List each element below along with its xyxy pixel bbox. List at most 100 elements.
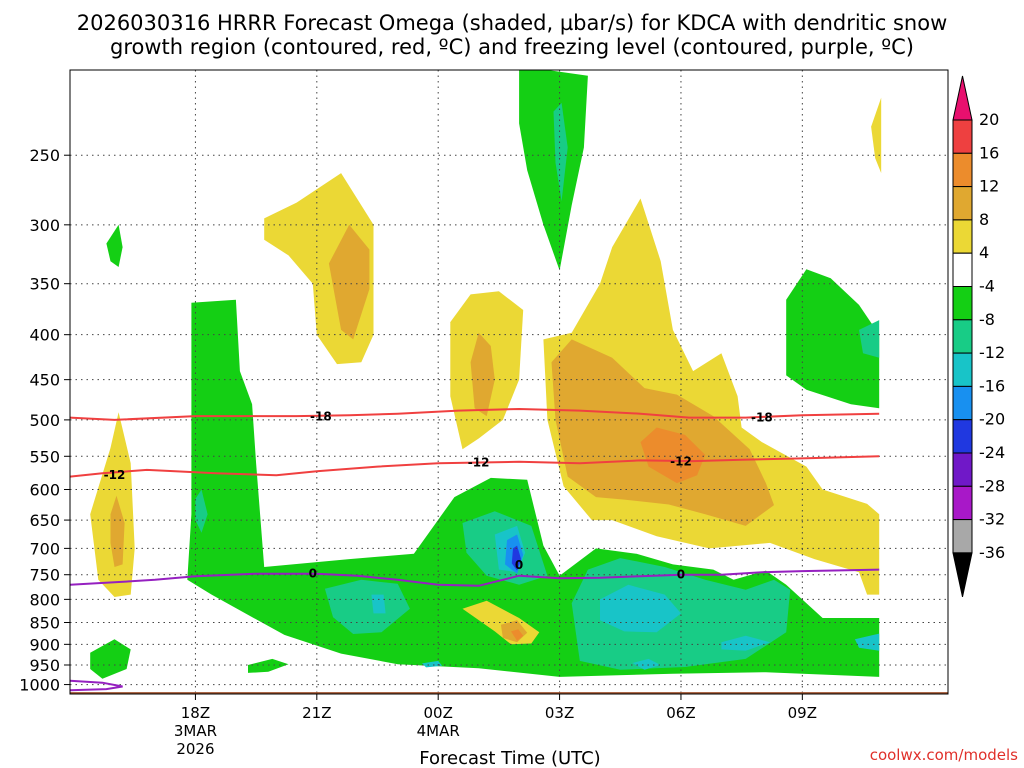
x-tick-label: 03Z <box>545 704 574 722</box>
source-credit: coolwx.com/models <box>870 746 1018 764</box>
omega-region-8 <box>470 332 495 417</box>
y-tick-label: 750 <box>29 566 60 585</box>
omega-region-neg12 <box>324 579 410 634</box>
colorbar-level-label: -8 <box>979 310 995 329</box>
y-tick-label: 700 <box>29 539 60 558</box>
colorbar-band <box>952 252 973 287</box>
y-tick-label: 900 <box>29 635 60 654</box>
dendritic-bottom-label: -12 <box>468 455 490 469</box>
y-tick-label: 600 <box>29 481 60 500</box>
y-tick-label: 450 <box>29 371 60 390</box>
x-axis-label: Forecast Time (UTC) <box>419 748 600 768</box>
dendritic-bottom-label: -12 <box>670 455 692 469</box>
colorbar-band <box>952 485 973 521</box>
dendritic-bottom-label: -12 <box>104 468 126 482</box>
dendritic-top-contour <box>70 407 880 421</box>
omega-region-neg12 <box>553 102 568 202</box>
colorbar-level-label: -36 <box>979 543 1005 562</box>
colorbar-level-label: -32 <box>979 510 1005 529</box>
colorbar-band <box>952 319 973 354</box>
colorbar-level-label: 4 <box>979 243 989 262</box>
y-tick-label: 300 <box>29 216 60 235</box>
x-tick-label: 21Z <box>302 704 331 722</box>
omega-region-8 <box>110 495 125 567</box>
colorbar-level-label: -20 <box>979 410 1005 429</box>
x-tick-year: 2026 <box>176 740 214 758</box>
colorbar-level-label: -12 <box>979 343 1005 362</box>
freezing-surface-contour <box>70 679 123 692</box>
freezing-level-label: 0 <box>309 567 317 581</box>
omega-region-neg16 <box>600 584 681 633</box>
omega-region-neg8 <box>90 639 131 679</box>
colorbar-band <box>952 385 973 421</box>
colorbar-level-label: -4 <box>979 277 995 296</box>
y-axis-ticks: 250 300 350 400 450 500 550 600 650 700 750 800 850 9… <box>19 146 70 695</box>
plot-frame <box>69 69 949 695</box>
colorbar-band <box>952 219 973 254</box>
y-tick-label: 650 <box>29 511 60 530</box>
y-tick-label: 950 <box>29 656 60 675</box>
colorbar-band <box>952 419 973 454</box>
dendritic-top-label: -18 <box>751 410 773 424</box>
dendritic-bottom-contour <box>70 455 880 478</box>
omega-region-12 <box>511 629 524 641</box>
freezing-level-label: 0 <box>515 558 523 572</box>
colorbar-level-label: 12 <box>979 177 999 196</box>
contour-layer: -18 -18 -12 -12 -12 0 0 0 <box>70 407 880 692</box>
colorbar-band <box>952 186 973 221</box>
x-tick-label: 18Z <box>181 704 210 722</box>
omega-region-neg16 <box>721 635 770 651</box>
x-tick-date: 4MAR <box>417 722 460 740</box>
y-tick-label: 550 <box>29 447 60 466</box>
omega-region-neg16 <box>422 660 443 668</box>
omega-region-neg16 <box>371 594 386 614</box>
y-tick-label: 350 <box>29 275 60 294</box>
omega-region-neg8 <box>106 224 123 267</box>
dendritic-top-label: -18 <box>310 410 332 424</box>
y-tick-label: 250 <box>29 146 60 165</box>
gridlines <box>70 70 948 694</box>
ground-surface <box>70 692 948 694</box>
colorbar-band <box>952 352 973 387</box>
colorbar-top-triangle <box>952 75 973 121</box>
y-tick-label: 800 <box>29 590 60 609</box>
colorbar-level-label: 20 <box>979 110 999 129</box>
omega-region-4 <box>871 97 882 174</box>
x-tick-label: 00Z <box>424 704 453 722</box>
colorbar-level-label: 8 <box>979 210 989 229</box>
omega-region-neg8 <box>519 70 588 271</box>
x-tick-label: 06Z <box>666 704 695 722</box>
x-tick-label: 09Z <box>788 704 817 722</box>
omega-region-neg24 <box>511 545 522 571</box>
colorbar-band <box>952 286 973 321</box>
y-tick-label: 500 <box>29 411 60 430</box>
plot-area: -18 -18 -12 -12 -12 0 0 0 <box>70 70 948 694</box>
y-tick-label: 1000 <box>19 676 60 695</box>
chart-title-line1: 2026030316 HRRR Forecast Omega (shaded, … <box>77 11 948 35</box>
omega-region-neg8 <box>248 658 289 673</box>
omega-region-neg8 <box>786 269 880 409</box>
omega-region-8 <box>328 224 370 340</box>
omega-region-neg16 <box>632 658 661 670</box>
omega-region-4 <box>90 412 135 597</box>
colorbar-band <box>952 519 973 554</box>
colorbar-level-label: -28 <box>979 476 1005 495</box>
chart-title-line2: growth region (contoured, red, ºC) and f… <box>110 35 914 59</box>
omega-region-neg12 <box>859 320 880 358</box>
x-tick-date: 3MAR <box>174 722 217 740</box>
omega-region-12 <box>640 427 706 484</box>
freezing-level-label: 0 <box>677 568 685 582</box>
omega-region-neg12 <box>195 489 208 533</box>
colorbar-band <box>952 119 973 154</box>
colorbar: 20 16 12 8 4 -4 -8 -12 -16 -20 -24 -28 -32 -36 <box>952 75 1005 598</box>
freezing-level-contour <box>70 568 880 587</box>
colorbar-bottom-triangle <box>952 552 973 598</box>
y-tick-label: 400 <box>29 326 60 345</box>
y-tick-label: 850 <box>29 614 60 633</box>
colorbar-level-label: -24 <box>979 443 1005 462</box>
omega-region-neg16 <box>854 633 880 651</box>
colorbar-level-label: -16 <box>979 376 1005 395</box>
colorbar-band <box>952 152 973 188</box>
